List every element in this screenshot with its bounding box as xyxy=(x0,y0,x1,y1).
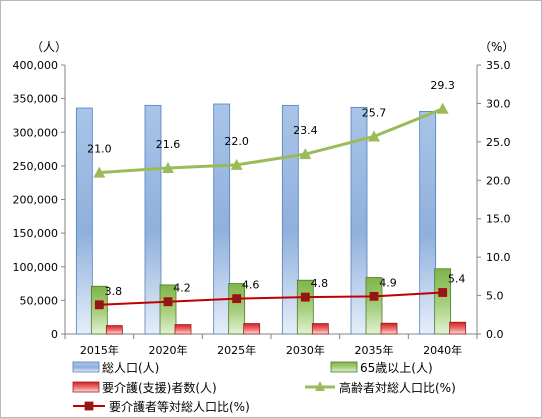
bar-total-population xyxy=(144,104,162,335)
point-elderly-ratio xyxy=(162,161,174,173)
category-label: 2020年 xyxy=(149,343,188,357)
point-care-ratio xyxy=(94,300,104,310)
right-tick-label: 5.0 xyxy=(486,290,504,303)
legend-label-65-over: 65歳以上(人) xyxy=(360,361,433,375)
right-axis-ticks: 0.0 5.0 10.0 15.0 20.0 25.0 30.0 35.0 xyxy=(477,59,511,341)
right-tick-label: 35.0 xyxy=(486,59,511,72)
point-care-ratio xyxy=(369,291,379,301)
line-care-ratio xyxy=(99,291,443,306)
category-labels: 2015年 2020年 2025年 2030年 2035年 2040年 xyxy=(64,334,478,357)
bar-total-population xyxy=(419,111,437,335)
bar-care-recipients xyxy=(174,324,192,335)
legend-item-65-over: 65歳以上(人) xyxy=(330,361,433,375)
right-tick-label: 20.0 xyxy=(486,174,511,187)
legend-item-total-population: 総人口(人) xyxy=(72,361,159,375)
point-elderly-ratio xyxy=(436,102,449,114)
bar-care-recipients xyxy=(449,321,467,335)
bar-care-recipients xyxy=(380,322,398,335)
left-tick-label: 200,000 xyxy=(13,194,59,207)
bar-care-recipients xyxy=(243,323,261,335)
right-tick-label: 25.0 xyxy=(486,136,511,149)
point-elderly-ratio xyxy=(368,130,380,142)
left-axis-unit: （人） xyxy=(31,40,67,54)
data-label: 21.0 xyxy=(87,143,112,156)
left-tick-label: 100,000 xyxy=(13,261,59,274)
category-label: 2015年 xyxy=(80,343,119,357)
legend-label-care-recipients: 要介護(支援)者数(人) xyxy=(102,380,217,395)
bar-65-over xyxy=(365,277,383,335)
data-label: 5.4 xyxy=(448,272,466,285)
left-tick-label: 50,000 xyxy=(20,294,59,307)
right-tick-label: 10.0 xyxy=(486,251,511,264)
bar-total-population xyxy=(213,103,231,335)
data-label: 29.3 xyxy=(430,79,455,92)
data-label: 25.7 xyxy=(362,106,387,119)
data-label: 22.0 xyxy=(224,135,249,148)
category-label: 2030年 xyxy=(286,343,325,357)
legend-label-elderly-ratio: 高齢者対総人口比(%) xyxy=(339,380,456,395)
category-label: 2040年 xyxy=(423,343,462,357)
data-label: 21.6 xyxy=(156,138,181,151)
bar-total-population xyxy=(75,107,93,335)
legend-label-total-population: 総人口(人) xyxy=(102,361,159,375)
bar-65-over xyxy=(90,285,108,335)
line-elderly-ratio xyxy=(99,107,444,175)
left-axis-ticks: 0 50,000 100,000 150,000 200,000 250,000 300,0… xyxy=(13,59,65,341)
legend-label-care-ratio: 要介護者等対総人口比(%) xyxy=(109,399,250,414)
right-axis-unit: （%） xyxy=(479,40,514,54)
category-label: 2025年 xyxy=(217,343,256,357)
left-tick-label: 300,000 xyxy=(13,126,59,139)
bar-total-population xyxy=(350,106,368,335)
legend: 総人口(人) 65歳以上(人) 要介護(支援)者数(人) 高齢者対総人口比(%)… xyxy=(72,361,456,414)
point-care-ratio xyxy=(232,294,242,304)
legend-item-care-recipients: 要介護(支援)者数(人) xyxy=(72,380,217,395)
left-tick-label: 150,000 xyxy=(13,227,59,240)
bar-care-recipients xyxy=(311,323,329,335)
right-tick-label: 15.0 xyxy=(486,213,511,226)
left-tick-label: 0 xyxy=(51,328,58,341)
right-tick-label: 0.0 xyxy=(486,328,504,341)
left-tick-label: 250,000 xyxy=(13,160,59,173)
bar-65-over xyxy=(434,268,452,335)
data-label: 23.4 xyxy=(293,124,318,137)
left-tick-label: 400,000 xyxy=(13,59,59,72)
data-label: 4.9 xyxy=(379,276,397,289)
point-care-ratio xyxy=(300,292,310,302)
legend-item-care-ratio: 要介護者等対総人口比(%) xyxy=(73,399,250,414)
legend-item-elderly-ratio: 高齢者対総人口比(%) xyxy=(305,380,456,395)
point-elderly-ratio xyxy=(93,166,106,178)
data-label: 4.2 xyxy=(173,282,191,295)
point-care-ratio xyxy=(163,297,173,307)
data-label: 4.6 xyxy=(242,279,260,292)
bar-total-population xyxy=(281,104,299,335)
left-tick-label: 350,000 xyxy=(13,93,59,106)
bar-65-over xyxy=(159,284,177,335)
point-care-ratio xyxy=(438,288,448,297)
plot-area: 21.0 21.6 22.0 23.4 25.7 29.3 3.8 4.2 4.6 4.8 4.9 5… xyxy=(64,65,478,335)
category-label: 2035年 xyxy=(355,343,394,357)
bar-care-recipients xyxy=(105,325,123,335)
point-elderly-ratio xyxy=(230,158,243,170)
data-label: 3.8 xyxy=(105,285,123,298)
point-elderly-ratio xyxy=(299,148,312,160)
right-tick-label: 30.0 xyxy=(486,97,511,110)
data-label: 4.8 xyxy=(311,277,329,290)
